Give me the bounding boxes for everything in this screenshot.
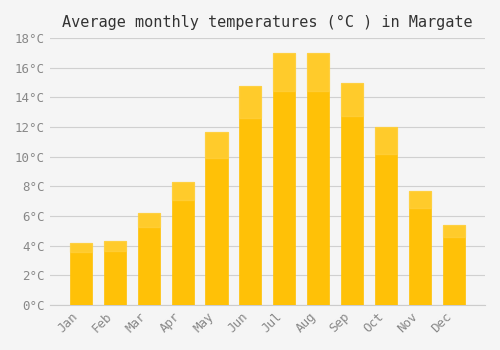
Title: Average monthly temperatures (°C ) in Margate: Average monthly temperatures (°C ) in Ma… (62, 15, 472, 30)
Bar (443, 225, 465, 305)
Bar (206, 132, 228, 158)
Bar (240, 86, 262, 119)
Bar (138, 213, 160, 305)
Bar (138, 213, 160, 227)
Bar (308, 53, 330, 91)
Bar (70, 243, 92, 252)
Bar (206, 132, 228, 305)
Bar (375, 127, 398, 154)
Bar (172, 182, 194, 305)
Bar (409, 191, 432, 305)
Bar (342, 83, 363, 305)
Bar (104, 241, 126, 251)
Bar (172, 182, 194, 201)
Bar (70, 243, 92, 305)
Bar (409, 191, 432, 208)
Bar (308, 53, 330, 305)
Bar (274, 53, 295, 305)
Bar (274, 53, 295, 91)
Bar (443, 225, 465, 237)
Bar (104, 241, 126, 305)
Bar (240, 86, 262, 305)
Bar (375, 127, 398, 305)
Bar (342, 83, 363, 116)
